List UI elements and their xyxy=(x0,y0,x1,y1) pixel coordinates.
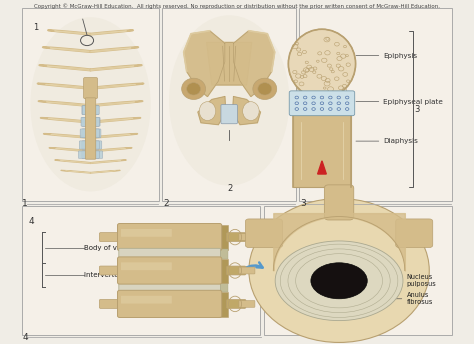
Text: Anulus
fibrosus: Anulus fibrosus xyxy=(407,292,433,305)
FancyBboxPatch shape xyxy=(293,114,351,187)
FancyBboxPatch shape xyxy=(100,233,121,241)
Ellipse shape xyxy=(253,78,277,99)
FancyBboxPatch shape xyxy=(82,106,99,115)
Ellipse shape xyxy=(30,17,151,192)
FancyBboxPatch shape xyxy=(80,129,99,138)
FancyBboxPatch shape xyxy=(163,8,296,201)
Ellipse shape xyxy=(182,78,206,99)
Polygon shape xyxy=(207,42,252,85)
Text: 2: 2 xyxy=(228,184,233,193)
FancyBboxPatch shape xyxy=(81,117,99,126)
Ellipse shape xyxy=(288,29,356,98)
Ellipse shape xyxy=(275,241,403,321)
FancyBboxPatch shape xyxy=(100,266,121,275)
FancyBboxPatch shape xyxy=(219,292,228,317)
Text: 2: 2 xyxy=(163,199,169,208)
FancyBboxPatch shape xyxy=(118,224,222,251)
FancyBboxPatch shape xyxy=(83,78,98,98)
FancyBboxPatch shape xyxy=(239,300,255,307)
Ellipse shape xyxy=(243,102,259,120)
Polygon shape xyxy=(234,31,275,97)
Text: 4: 4 xyxy=(28,217,34,226)
FancyBboxPatch shape xyxy=(78,151,99,159)
FancyBboxPatch shape xyxy=(219,282,228,292)
Ellipse shape xyxy=(249,198,429,342)
Text: 3: 3 xyxy=(300,199,306,208)
Text: 4: 4 xyxy=(22,333,28,342)
FancyBboxPatch shape xyxy=(227,266,246,275)
Ellipse shape xyxy=(258,83,272,95)
FancyBboxPatch shape xyxy=(289,91,355,116)
FancyBboxPatch shape xyxy=(227,233,246,241)
FancyBboxPatch shape xyxy=(246,219,283,248)
FancyBboxPatch shape xyxy=(299,8,452,201)
FancyBboxPatch shape xyxy=(82,151,103,159)
Text: 3: 3 xyxy=(414,105,419,114)
FancyBboxPatch shape xyxy=(119,282,220,293)
FancyBboxPatch shape xyxy=(219,259,228,283)
FancyBboxPatch shape xyxy=(396,219,433,248)
Polygon shape xyxy=(198,97,226,125)
Text: Diaphysis: Diaphysis xyxy=(383,138,418,144)
FancyBboxPatch shape xyxy=(264,206,452,335)
FancyBboxPatch shape xyxy=(118,257,222,284)
FancyBboxPatch shape xyxy=(82,117,100,126)
FancyBboxPatch shape xyxy=(85,98,96,159)
FancyBboxPatch shape xyxy=(22,206,260,335)
FancyBboxPatch shape xyxy=(221,105,237,124)
Text: 1: 1 xyxy=(33,23,38,32)
FancyBboxPatch shape xyxy=(239,267,255,274)
Text: 1: 1 xyxy=(22,199,28,208)
FancyBboxPatch shape xyxy=(79,141,99,149)
Text: Nucleus
pulposus: Nucleus pulposus xyxy=(407,274,437,287)
FancyBboxPatch shape xyxy=(239,234,255,240)
Ellipse shape xyxy=(311,263,367,299)
FancyBboxPatch shape xyxy=(82,141,102,149)
Ellipse shape xyxy=(199,102,216,120)
FancyBboxPatch shape xyxy=(22,8,159,201)
FancyBboxPatch shape xyxy=(82,106,99,115)
FancyBboxPatch shape xyxy=(118,290,222,318)
Text: Intervertebral disc: Intervertebral disc xyxy=(84,272,149,278)
Text: Body of vertebra: Body of vertebra xyxy=(84,245,143,251)
FancyBboxPatch shape xyxy=(82,129,101,138)
Polygon shape xyxy=(183,31,225,97)
Ellipse shape xyxy=(169,15,289,186)
FancyBboxPatch shape xyxy=(100,299,121,308)
Text: Epiphyseal plate: Epiphyseal plate xyxy=(383,99,443,105)
Polygon shape xyxy=(233,97,260,125)
FancyBboxPatch shape xyxy=(121,262,172,270)
FancyBboxPatch shape xyxy=(219,249,228,259)
FancyBboxPatch shape xyxy=(219,225,228,250)
FancyBboxPatch shape xyxy=(324,185,354,220)
FancyBboxPatch shape xyxy=(119,248,220,259)
FancyBboxPatch shape xyxy=(121,229,172,237)
Ellipse shape xyxy=(187,83,201,95)
FancyBboxPatch shape xyxy=(121,296,172,303)
FancyBboxPatch shape xyxy=(227,299,246,308)
Text: Epiphysis: Epiphysis xyxy=(383,53,417,58)
Text: Copyright © McGraw-Hill Education.  All rights reserved. No reproduction or dist: Copyright © McGraw-Hill Education. All r… xyxy=(34,3,440,9)
Polygon shape xyxy=(318,161,326,174)
